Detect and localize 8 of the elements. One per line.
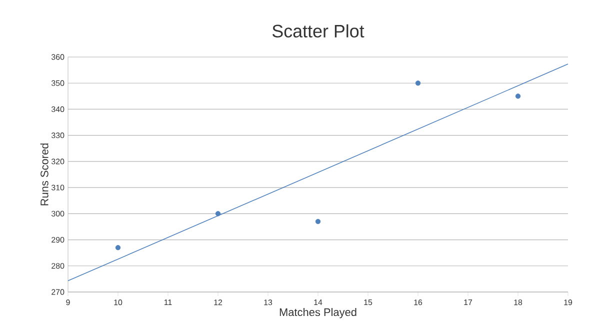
chart-title: Scatter Plot <box>272 24 364 38</box>
point <box>315 218 321 224</box>
y-axis-title: Runs Scored <box>40 144 48 206</box>
point <box>215 211 221 216</box>
x-axis-title: Matches Played <box>280 308 356 318</box>
point <box>515 94 521 99</box>
point <box>415 80 421 86</box>
point <box>115 245 121 250</box>
